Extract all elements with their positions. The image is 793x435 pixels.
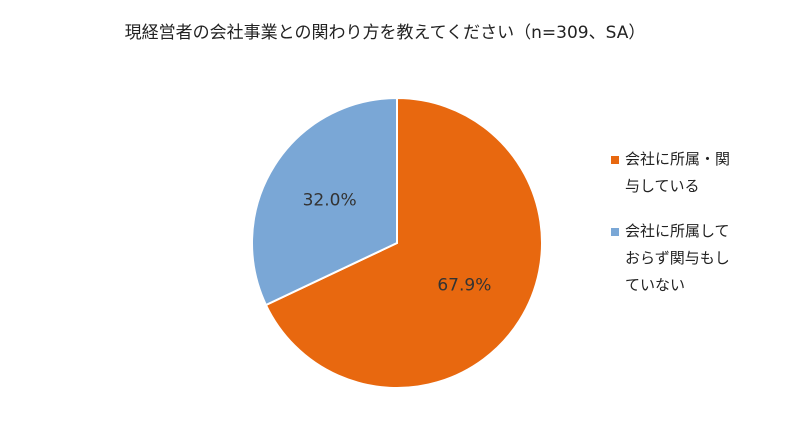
- legend-item: 会社に所属・関与している: [611, 146, 741, 200]
- data-label: 32.0%: [303, 190, 357, 210]
- pie-slice: [264, 96, 543, 389]
- pie-slice: [251, 96, 398, 307]
- legend-item: 会社に所属しておらず関与もしていない: [611, 218, 741, 299]
- chart-title: 現経営者の会社事業との関わり方を教えてください（n=309、SA）: [125, 23, 646, 43]
- legend-label: 会社に所属しておらず関与もしていない: [625, 222, 730, 294]
- legend-label: 会社に所属・関与している: [625, 150, 731, 195]
- legend-swatch: [611, 228, 619, 236]
- legend-swatch: [611, 156, 619, 164]
- data-label: 67.9%: [437, 276, 491, 296]
